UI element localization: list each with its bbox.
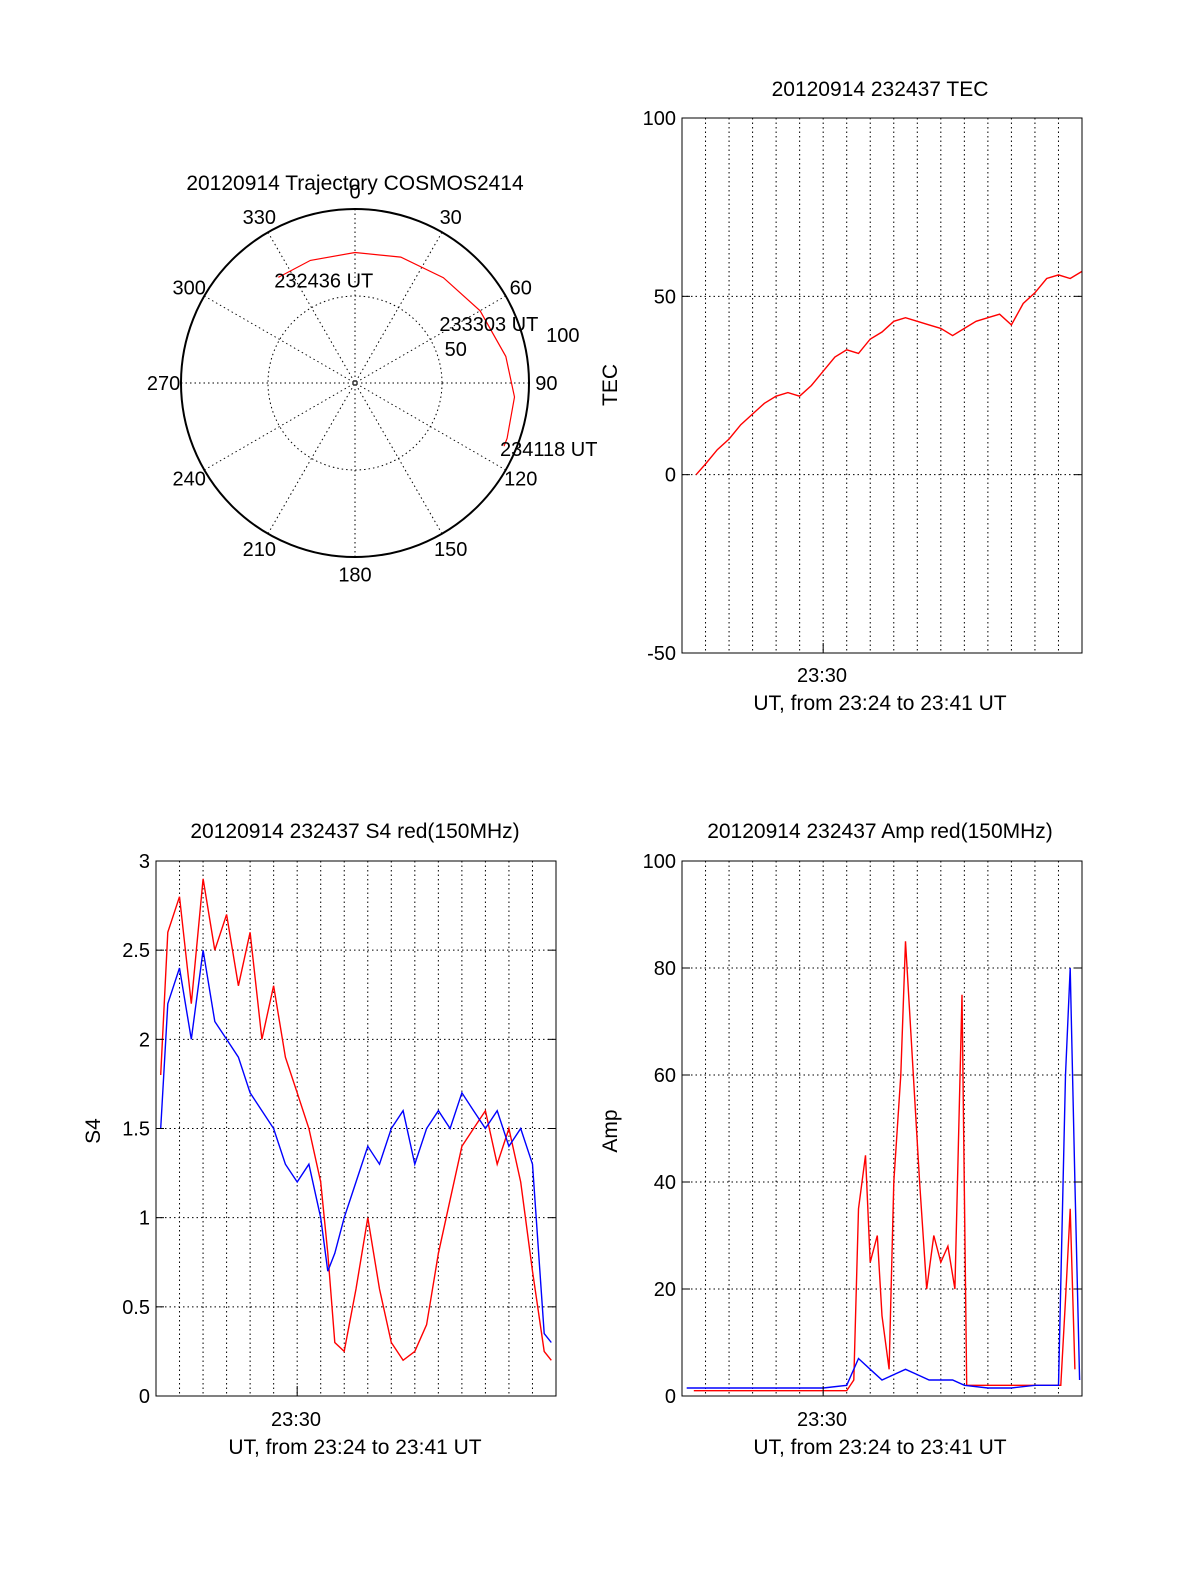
s4-ytick-label-2: 2 [139,1029,150,1051]
azimuth-label-210: 210 [243,539,276,561]
azimuth-label-270: 270 [147,373,180,395]
s4-panel: 20120914 232437 S4 red(150MHz) UT, from … [82,820,557,1459]
s4-ytick-label-1: 1 [139,1208,150,1230]
tec-y-axis-label: TEC [599,364,622,406]
radial-label-100: 100 [546,325,579,347]
tec-series-red [695,270,1083,476]
amp-ytick-label-0: 0 [665,1386,676,1408]
azimuth-label-60: 60 [510,277,532,299]
tec-title: 20120914 232437 TEC [772,78,989,101]
trajectory-panel: 20120914 Trajectory COSMOS2414 0 30 60 90 12… [147,172,598,586]
amp-series-blue [686,967,1081,1389]
amp-x-tick-label: 23:30 [797,1409,847,1431]
amp-ytick-label-80: 80 [654,958,676,980]
tec-plot-frame [681,117,1083,654]
tec-ytick-label-50: 50 [654,286,676,308]
trajectory-title: 20120914 Trajectory COSMOS2414 [186,172,524,195]
s4-x-tick-label: 23:30 [271,1409,321,1431]
polar-outer-circle [180,208,530,558]
s4-ytick-label-0.5: 0.5 [122,1297,150,1319]
azimuth-label-90: 90 [535,373,557,395]
s4-title: 20120914 232437 S4 red(150MHz) [190,820,519,843]
s4-ytick-label-1.5: 1.5 [122,1119,150,1141]
amp-series-red [693,941,1076,1392]
azimuth-label-180: 180 [338,564,371,586]
radial-label-50: 50 [445,339,467,361]
tec-ytick-label-0: 0 [665,465,676,487]
amp-panel: 20120914 232437 Amp red(150MHz) UT, from… [599,820,1083,1459]
amp-plot-frame [681,860,1083,1397]
s4-ytick-label-0: 0 [139,1386,150,1408]
trajectory-annotation-2: 234118 UT [500,439,597,461]
amp-ytick-label-100: 100 [643,851,676,873]
azimuth-label-240: 240 [173,469,206,491]
azimuth-label-120: 120 [504,469,537,491]
amp-ytick-label-40: 40 [654,1172,676,1194]
s4-series-blue [160,950,552,1343]
amp-title: 20120914 232437 Amp red(150MHz) [707,820,1053,843]
azimuth-label-330: 330 [243,207,276,229]
tec-ytick-label--50: -50 [647,643,676,665]
azimuth-label-0: 0 [349,182,360,204]
amp-x-axis-label: UT, from 23:24 to 23:41 UT [753,1436,1006,1459]
amp-ytick-label-60: 60 [654,1065,676,1087]
tec-ytick-label-100: 100 [643,108,676,130]
amp-y-axis-label: Amp [599,1109,622,1152]
tec-x-axis-label: UT, from 23:24 to 23:41 UT [753,692,1006,715]
amp-ytick-label-20: 20 [654,1279,676,1301]
tec-panel: 20120914 232437 TEC UT, from 23:24 to 23… [599,78,1083,715]
s4-ytick-label-3: 3 [139,851,150,873]
tec-x-tick-label: 23:30 [797,665,847,687]
trajectory-track [278,251,516,447]
azimuth-label-150: 150 [434,539,467,561]
trajectory-annotation-1: 233303 UT [439,314,538,336]
azimuth-label-30: 30 [440,207,462,229]
s4-series-red [160,878,552,1362]
s4-x-axis-label: UT, from 23:24 to 23:41 UT [228,1436,481,1459]
s4-ytick-label-2.5: 2.5 [122,940,150,962]
trajectory-annotation-0: 232436 UT [274,270,373,292]
s4-y-axis-label: S4 [82,1118,105,1144]
azimuth-label-300: 300 [173,277,206,299]
